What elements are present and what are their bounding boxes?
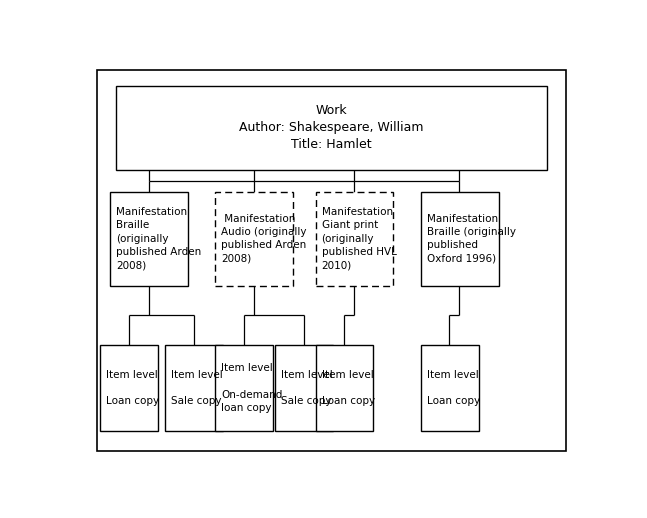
Bar [316, 192, 393, 285]
Text: Item level

Sale copy: Item level Sale copy [171, 370, 223, 407]
Text: Item level

Loan copy: Item level Loan copy [322, 370, 375, 407]
Bar [215, 192, 293, 285]
Text: Item level

Sale copy: Item level Sale copy [281, 370, 333, 407]
Bar [116, 86, 547, 170]
Bar [215, 346, 273, 431]
Text: Manifestation
Braille
(originally
published Arden
2008): Manifestation Braille (originally publis… [116, 207, 201, 270]
Text: Item level

On-demand
loan copy: Item level On-demand loan copy [221, 364, 283, 413]
Bar [276, 346, 333, 431]
Text: Manifestation
Audio (originally
published Arden
2008): Manifestation Audio (originally publishe… [221, 214, 307, 264]
Text: Manifestation
Giant print
(originally
published HVL
2010): Manifestation Giant print (originally pu… [322, 207, 397, 270]
Bar [421, 192, 499, 285]
Text: Work
Author: Shakespeare, William
Title: Hamlet: Work Author: Shakespeare, William Title:… [239, 105, 424, 151]
Text: Item level

Loan copy: Item level Loan copy [106, 370, 159, 407]
Bar [100, 346, 158, 431]
Text: Manifestation
Braille (originally
published
Oxford 1996): Manifestation Braille (originally publis… [427, 214, 516, 264]
Bar [316, 346, 373, 431]
Bar [421, 346, 479, 431]
Bar [165, 346, 223, 431]
Bar [110, 192, 188, 285]
Text: Item level

Loan copy: Item level Loan copy [427, 370, 480, 407]
